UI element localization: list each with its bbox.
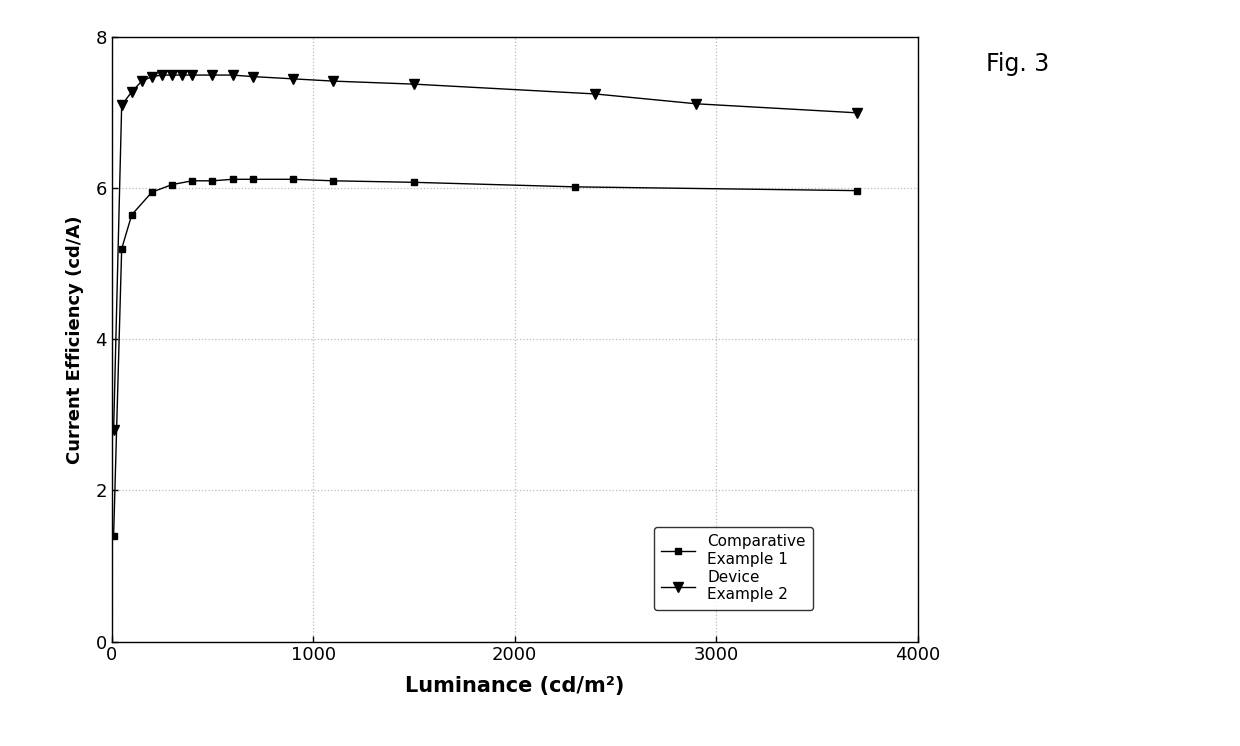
Comparative
Example 1 [226, 175, 241, 184]
Device
Example 2 [165, 71, 180, 80]
Device
Example 2 [175, 71, 190, 80]
Y-axis label: Current Efficiency (cd/A): Current Efficiency (cd/A) [66, 215, 84, 464]
Device
Example 2 [124, 87, 139, 96]
Comparative
Example 1 [285, 175, 300, 184]
Comparative
Example 1 [407, 178, 422, 186]
Line: Device
Example 2: Device Example 2 [109, 70, 862, 435]
Comparative
Example 1 [107, 531, 122, 540]
Comparative
Example 1 [326, 176, 341, 185]
Comparative
Example 1 [114, 245, 129, 254]
Line: Comparative
Example 1: Comparative Example 1 [110, 176, 861, 539]
Legend: Comparative
Example 1, Device
Example 2: Comparative Example 1, Device Example 2 [653, 527, 813, 609]
Device
Example 2 [407, 80, 422, 89]
Comparative
Example 1 [849, 186, 864, 195]
Text: Fig. 3: Fig. 3 [986, 52, 1049, 76]
Device
Example 2 [185, 71, 200, 80]
X-axis label: Luminance (cd/m²): Luminance (cd/m²) [405, 676, 624, 695]
Device
Example 2 [155, 71, 170, 80]
Device
Example 2 [226, 71, 241, 80]
Device
Example 2 [134, 77, 149, 86]
Device
Example 2 [205, 71, 219, 80]
Device
Example 2 [144, 72, 159, 81]
Device
Example 2 [588, 90, 603, 98]
Comparative
Example 1 [568, 182, 583, 191]
Comparative
Example 1 [144, 188, 159, 197]
Comparative
Example 1 [205, 176, 219, 185]
Device
Example 2 [849, 108, 864, 117]
Device
Example 2 [285, 75, 300, 84]
Comparative
Example 1 [246, 175, 260, 184]
Device
Example 2 [107, 425, 122, 434]
Device
Example 2 [326, 77, 341, 86]
Device
Example 2 [688, 99, 703, 108]
Comparative
Example 1 [124, 210, 139, 219]
Comparative
Example 1 [165, 180, 180, 189]
Device
Example 2 [114, 101, 129, 110]
Comparative
Example 1 [185, 176, 200, 185]
Device
Example 2 [246, 72, 260, 81]
